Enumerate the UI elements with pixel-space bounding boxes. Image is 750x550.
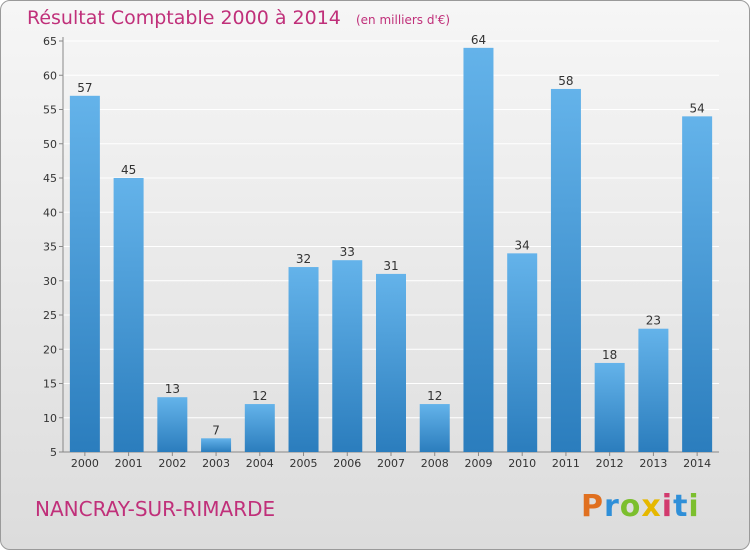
y-tick-label: 30 — [43, 275, 57, 288]
bar-2006 — [332, 260, 363, 452]
x-tick-label: 2007 — [377, 457, 405, 470]
bar-2013 — [638, 328, 669, 452]
proxiti-logo: Proxiti — [581, 489, 700, 524]
logo-letter: x — [641, 489, 662, 524]
data-label-2000: 57 — [77, 81, 92, 95]
y-tick-label: 15 — [43, 378, 57, 391]
x-tick-label: 2009 — [464, 457, 492, 470]
bar-2012 — [594, 362, 625, 452]
x-tick-label: 2001 — [115, 457, 143, 470]
data-label-2010: 34 — [515, 238, 530, 252]
bar-2009 — [463, 47, 494, 452]
logo-letter: o — [619, 489, 642, 524]
logo-letter: P — [581, 489, 604, 524]
x-tick-label: 2005 — [290, 457, 318, 470]
y-tick-label: 55 — [43, 104, 57, 117]
bar-2010 — [507, 253, 538, 452]
logo-letter: r — [604, 489, 620, 524]
chart-unit: (en milliers d'€) — [355, 13, 451, 27]
y-tick-label: 40 — [43, 206, 57, 219]
x-tick-label: 2002 — [158, 457, 186, 470]
y-tick-label: 65 — [43, 35, 57, 48]
bar-2002 — [157, 397, 188, 452]
x-tick-label: 2014 — [683, 457, 711, 470]
x-tick-label: 2008 — [421, 457, 449, 470]
logo-letter: i — [661, 489, 674, 524]
bar-2005 — [288, 267, 319, 452]
data-label-2013: 23 — [646, 314, 661, 328]
logo-letter: i — [688, 489, 700, 524]
data-label-2005: 32 — [296, 252, 311, 266]
x-tick-label: 2011 — [552, 457, 580, 470]
logo-letter: t — [673, 489, 689, 524]
data-label-2014: 54 — [689, 101, 704, 115]
bar-2011 — [550, 88, 581, 452]
data-label-2003: 7 — [212, 423, 220, 437]
data-label-2002: 13 — [165, 382, 180, 396]
bar-2014 — [682, 116, 713, 452]
place-name: NANCRAY-SUR-RIMARDE — [35, 497, 276, 521]
x-tick-label: 2010 — [508, 457, 536, 470]
y-tick-label: 20 — [43, 343, 57, 356]
x-tick-label: 2000 — [71, 457, 99, 470]
data-label-2009: 64 — [471, 33, 486, 47]
chart-title: Résultat Comptable 2000 à 2014 (en milli… — [27, 7, 450, 29]
y-tick-label: 10 — [43, 412, 57, 425]
data-label-2007: 31 — [383, 259, 398, 273]
y-tick-label: 35 — [43, 241, 57, 254]
x-tick-label: 2004 — [246, 457, 274, 470]
bar-2003 — [201, 438, 232, 452]
bar-2007 — [376, 273, 406, 452]
data-label-2001: 45 — [121, 163, 136, 177]
bar-2001 — [113, 178, 144, 452]
x-tick-label: 2006 — [333, 457, 361, 470]
y-tick-label: 25 — [43, 309, 57, 322]
y-tick-label: 60 — [43, 69, 57, 82]
bar-2000 — [69, 95, 100, 453]
data-label-2008: 12 — [427, 389, 442, 403]
data-label-2012: 18 — [602, 348, 617, 362]
x-tick-label: 2003 — [202, 457, 230, 470]
y-tick-label: 5 — [50, 446, 57, 459]
y-tick-label: 45 — [43, 172, 57, 185]
data-label-2004: 12 — [252, 389, 267, 403]
data-label-2006: 33 — [340, 245, 355, 259]
bar-2008 — [419, 404, 450, 452]
chart-title-text: Résultat Comptable 2000 à 2014 — [27, 7, 341, 29]
bar-2004 — [244, 404, 275, 452]
y-tick-label: 50 — [43, 138, 57, 151]
data-label-2011: 58 — [558, 74, 573, 88]
x-tick-label: 2012 — [596, 457, 624, 470]
x-tick-label: 2013 — [639, 457, 667, 470]
